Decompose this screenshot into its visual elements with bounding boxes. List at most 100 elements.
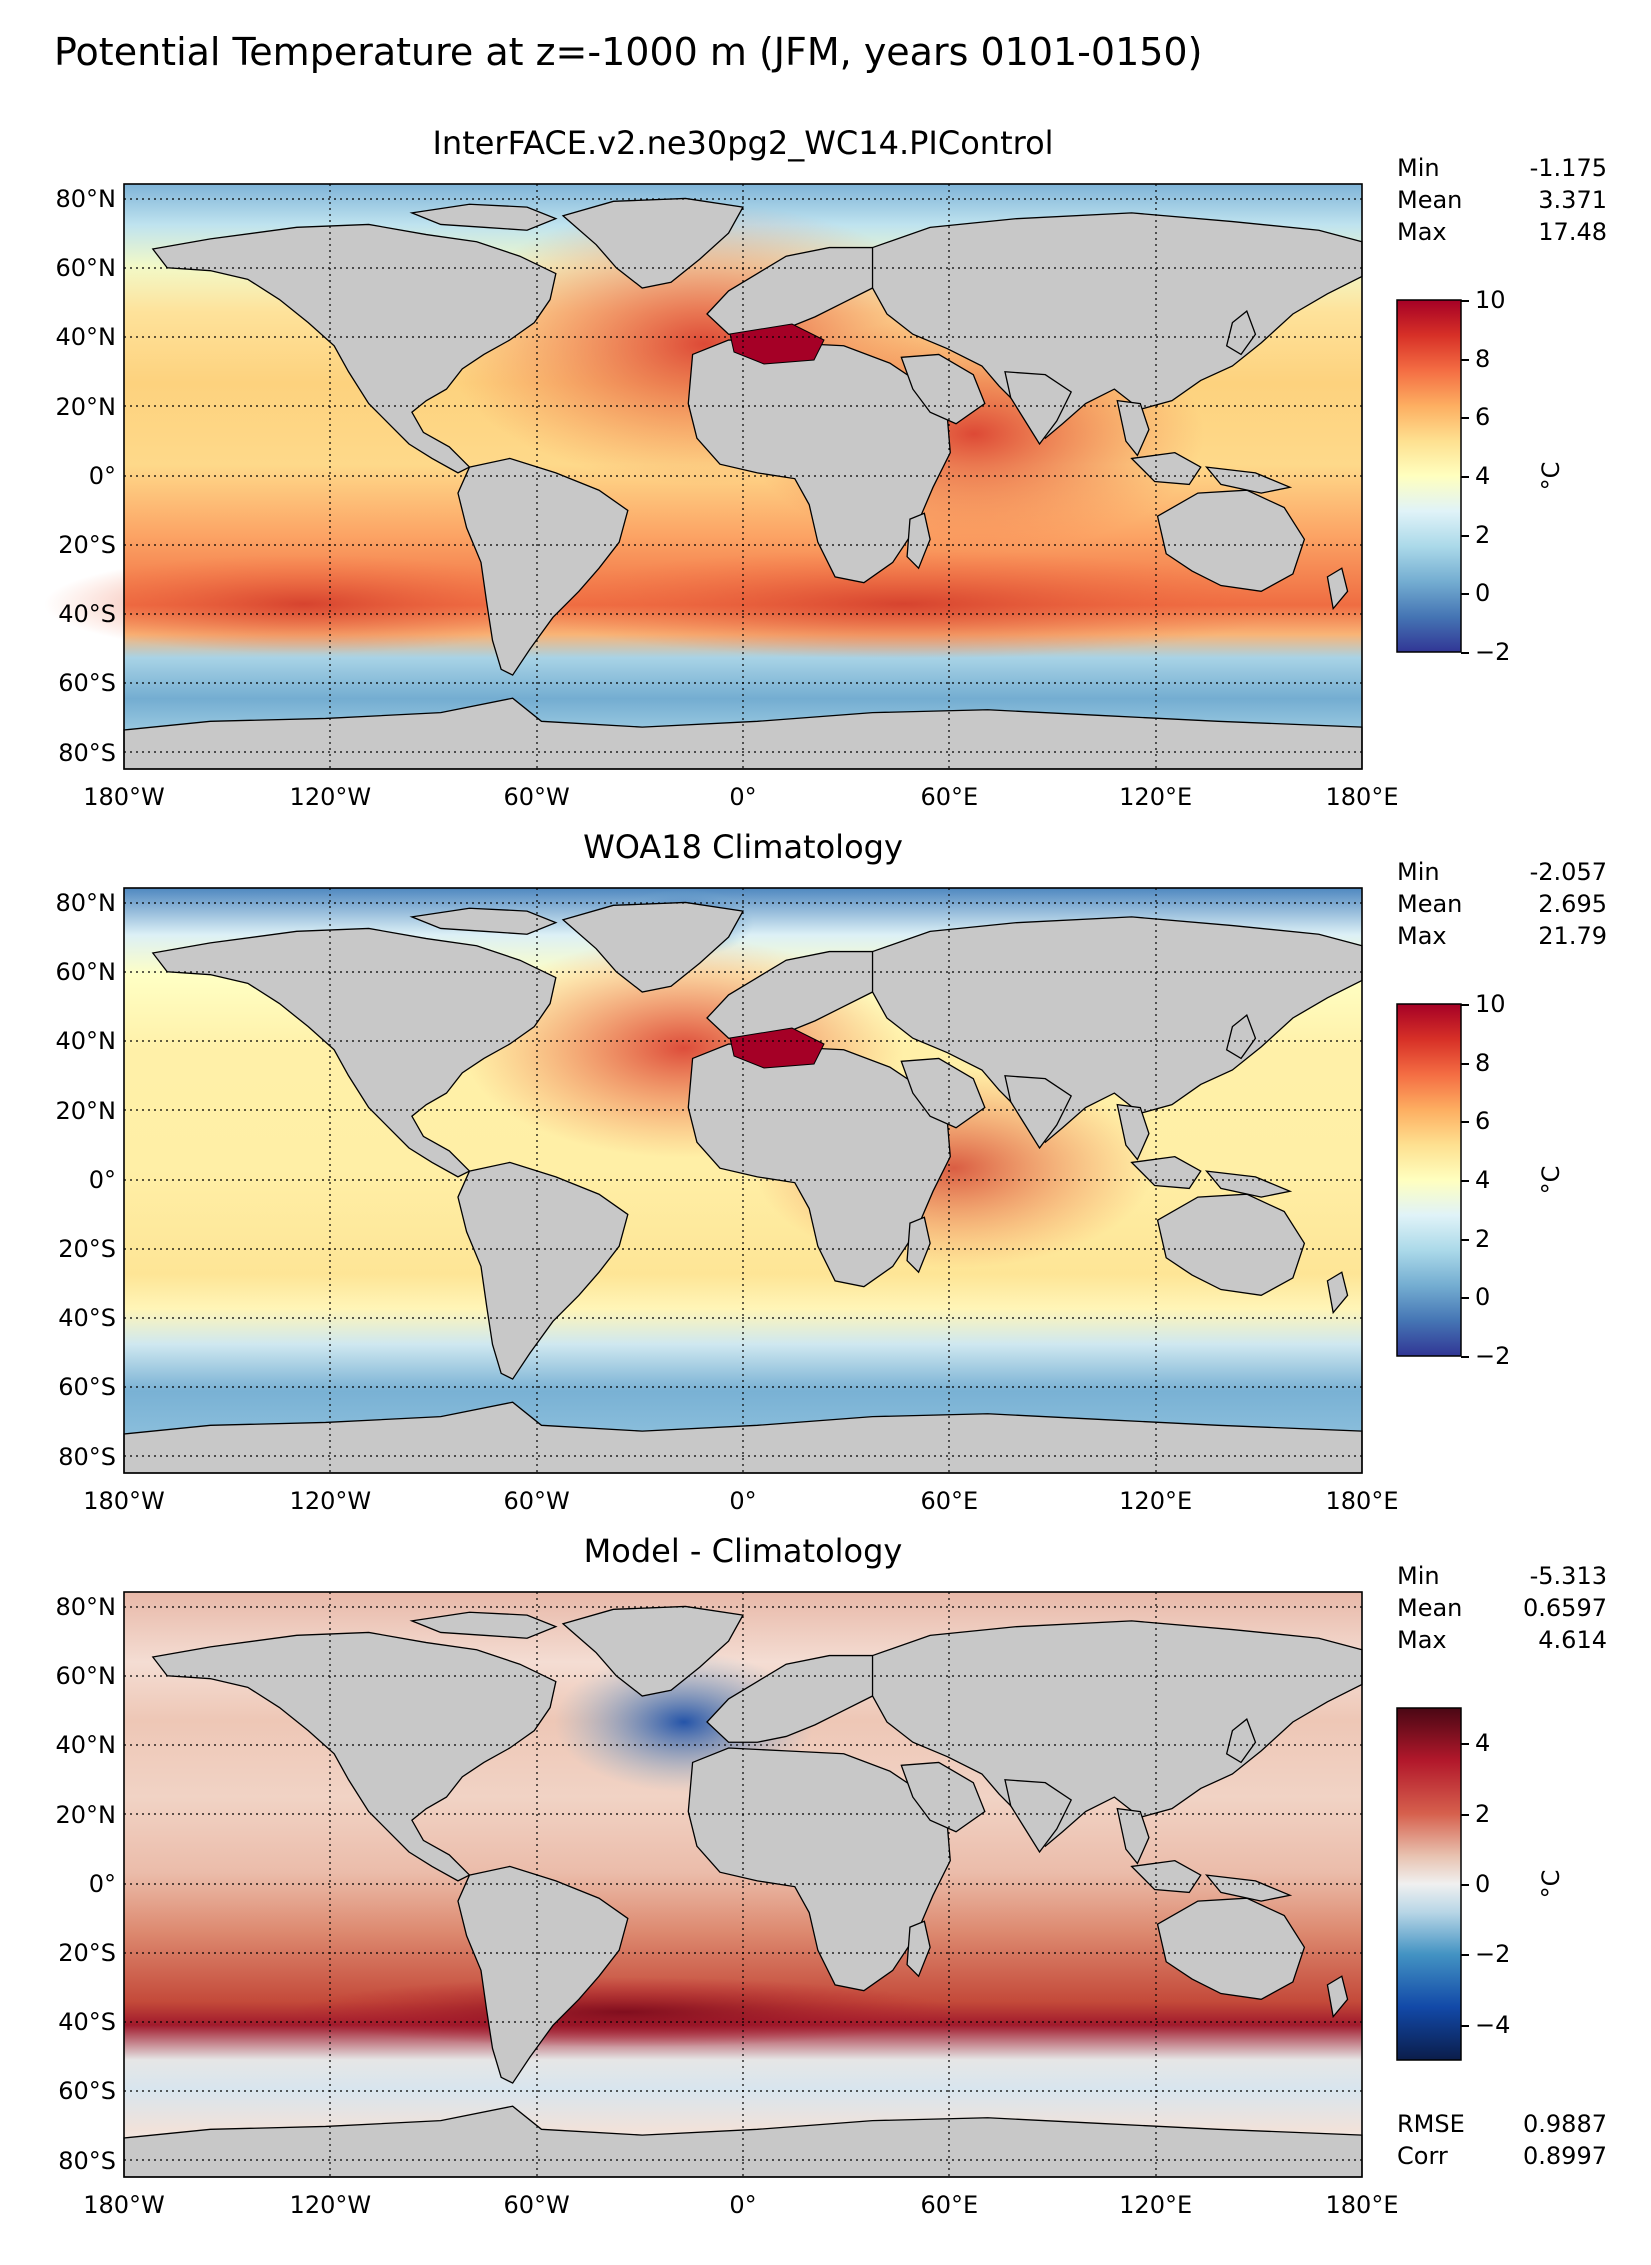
panel-1-lat-tick: 80°S: [58, 738, 116, 767]
panel-1-colorbar-tick: 0: [1475, 579, 1491, 608]
panel-2-lat-tick: 20°S: [58, 1235, 116, 1263]
panel-1-colorbar-tickmark: [1461, 300, 1469, 302]
stat-label: Max: [1397, 922, 1447, 950]
panel-2-lat-tick: 20°N: [55, 1096, 117, 1125]
panel-1-lat-tick: 20°N: [55, 392, 117, 421]
panel-3-lon-tick: 120°E: [1119, 2191, 1193, 2219]
panel-2-mediterranean: [729, 1027, 825, 1069]
panel-1-lon-tick: 120°W: [289, 783, 372, 811]
panel-3-metric-corr: Corr 0.8997: [1397, 2142, 1607, 2170]
panel-2-gridlines: [124, 888, 1362, 1473]
panel-2-colorbar-tickmark: [1461, 1062, 1469, 1065]
panel-2-lon-tick: 0°: [729, 1487, 757, 1515]
panel-3-lat-tick: 40°S: [58, 2008, 116, 2037]
metric-value: 0.9887: [1523, 2110, 1607, 2138]
panel-2-map: [123, 887, 1363, 1474]
panel-1-colorbar-tick: 2: [1475, 520, 1491, 549]
panel-1-lat-tick: 40°S: [58, 600, 116, 629]
figure-suptitle: Potential Temperature at z=-1000 m (JFM,…: [54, 30, 1203, 74]
panel-3-colorbar-tickmark: [1461, 1813, 1469, 1816]
panel-2-colorbar-tickmark: [1461, 1180, 1469, 1182]
panel-1-colorbar: [1396, 299, 1462, 653]
panel-2-colorbar-tick: 10: [1475, 990, 1506, 1018]
stat-value: 21.79: [1538, 922, 1607, 950]
panel-2-stat-mean: Mean 2.695: [1397, 890, 1607, 918]
panel-2-colorbar: [1396, 1003, 1462, 1357]
panel-1-colorbar-tickmark: [1461, 417, 1469, 420]
panel-3-stat-max: Max 4.614: [1397, 1626, 1607, 1654]
stat-label: Max: [1397, 218, 1447, 246]
panel-3-lon-tick: 120°W: [289, 2191, 372, 2219]
panel-3-colorbar-tickmark: [1461, 1954, 1469, 1957]
panel-3-title: Model - Climatology: [583, 1532, 903, 1570]
panel-2-colorbar-tick: −2: [1475, 1342, 1511, 1370]
panel-1-lon-tick: 60°W: [503, 783, 570, 811]
panel-1-colorbar-tick: 10: [1475, 286, 1506, 314]
panel-2-colorbar-tick: 2: [1475, 1224, 1491, 1253]
panel-2-colorbar-tick: 0: [1475, 1283, 1491, 1312]
panel-3-lon-tick: 60°W: [503, 2191, 570, 2219]
panel-3-lat-tick: 20°S: [58, 1939, 116, 1967]
panel-2-colorbar-unit: °C: [1537, 1165, 1565, 1195]
panel-2-colorbar-tickmark: [1461, 1356, 1469, 1358]
panel-3-colorbar-tick: 0: [1475, 1870, 1491, 1898]
panel-3-colorbar-tickmark: [1461, 1884, 1469, 1886]
panel-1-lon-tick: 180°W: [83, 783, 165, 811]
panel-3-lat-tick: 80°N: [55, 1593, 117, 1621]
panel-1-lon-tick: 0°: [729, 783, 757, 811]
panel-3-lat-tick: 0°: [88, 1869, 116, 1898]
panel-1-colorbar-tickmark: [1461, 652, 1469, 654]
panel-2-lon-tick: 60°E: [920, 1487, 979, 1515]
panel-1-colorbar-tick: 6: [1475, 403, 1491, 432]
panel-3-colorbar-tickmark: [1461, 2024, 1469, 2027]
panel-3-colorbar-tick: 4: [1475, 1729, 1491, 1758]
panel-2-lat-tick: 40°N: [55, 1027, 117, 1056]
stat-label: Min: [1397, 154, 1440, 182]
panel-2-lon-tick: 60°W: [503, 1487, 570, 1515]
metric-value: 0.8997: [1523, 2142, 1607, 2170]
panel-1-lat-tick: 60°N: [55, 254, 117, 283]
panel-2-lon-tick: 120°W: [289, 1487, 372, 1515]
panel-1-colorbar-tick: 8: [1475, 344, 1491, 373]
panel-1-colorbar-unit: °C: [1537, 461, 1565, 491]
panel-1-lat-tick: 60°S: [58, 669, 116, 698]
stat-label: Max: [1397, 1626, 1447, 1654]
panel-2-lat-tick: 60°N: [55, 958, 117, 987]
panel-1-stat-mean: Mean 3.371: [1397, 186, 1607, 214]
panel-1-gridlines: [124, 184, 1362, 769]
panel-2-frame: [123, 887, 1363, 1474]
panel-3-lon-tick: 0°: [729, 2191, 757, 2219]
panel-3-lat-tick: 20°N: [55, 1800, 117, 1829]
panel-3-stat-min: Min -5.313: [1397, 1562, 1607, 1590]
panel-3-metric-rmse: RMSE 0.9887: [1397, 2110, 1607, 2138]
panel-3-colorbar: [1396, 1707, 1462, 2061]
stat-value: -5.313: [1529, 1562, 1607, 1590]
panel-1-southern-warm-band: [524, 549, 1284, 659]
panel-2-colorbar-tick: 8: [1475, 1048, 1491, 1077]
panel-3-lat-tick: 60°S: [58, 2077, 116, 2106]
panel-1-lat-tick: 40°N: [55, 323, 117, 352]
panel-2-colorbar-tickmark: [1461, 1121, 1469, 1124]
stat-value: -1.175: [1529, 154, 1607, 182]
panel-1-map: [44, 183, 1363, 770]
panel-1-lon-tick: 180°E: [1325, 783, 1399, 811]
panel-2-colorbar-tickmark: [1461, 1297, 1469, 1300]
panel-3-colorbar-tickmark: [1461, 1743, 1469, 1746]
panel-1-pacific-warm-band: [44, 554, 564, 654]
panel-3-colorbar-unit: °C: [1537, 1869, 1565, 1899]
panel-1-colorbar-tickmark: [1461, 358, 1469, 361]
panel-1-colorbar-tickmark: [1461, 476, 1469, 478]
panel-1-colorbar-tickmark: [1461, 534, 1469, 537]
panel-2-stat-max: Max 21.79: [1397, 922, 1607, 950]
stat-label: Mean: [1397, 890, 1463, 918]
stat-label: Mean: [1397, 186, 1463, 214]
panel-1-mediterranean: [729, 323, 825, 365]
panel-2-colorbar-tick: 4: [1475, 1166, 1491, 1194]
panel-1-lon-tick: 60°E: [920, 783, 979, 811]
panel-1-colorbar-tick: −2: [1475, 638, 1511, 666]
panel-2-lon-tick: 120°E: [1119, 1487, 1193, 1515]
panel-3-lon-tick: 180°W: [83, 2191, 165, 2219]
panel-2-colorbar-tickmark: [1461, 1004, 1469, 1006]
stat-value: 0.6597: [1523, 1594, 1607, 1622]
